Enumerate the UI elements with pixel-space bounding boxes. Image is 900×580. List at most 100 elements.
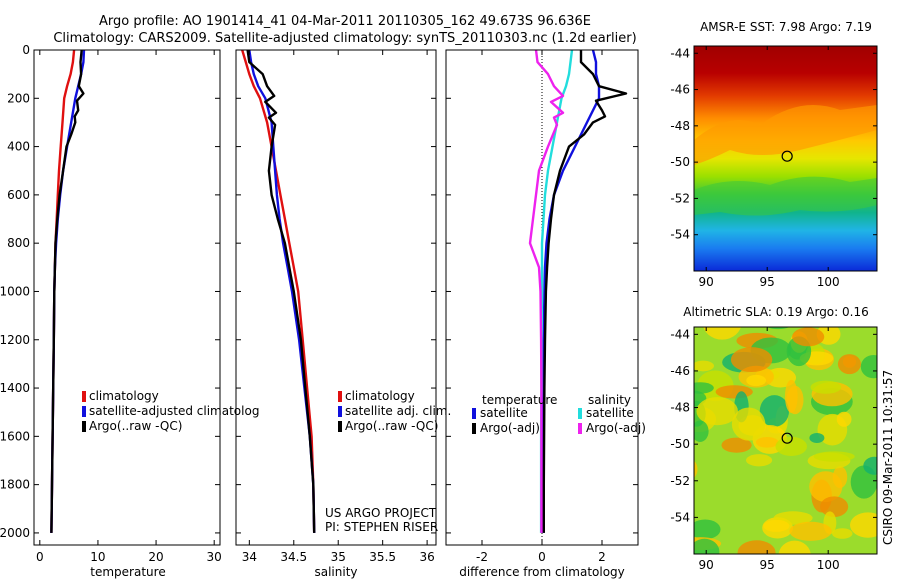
map-y-tick-label: -46 (670, 83, 690, 97)
sla-anomaly-blob (694, 460, 698, 478)
argo-float-marker (781, 432, 793, 444)
legend-swatch (82, 421, 86, 432)
series-line (248, 49, 316, 533)
series-line (528, 49, 565, 533)
map-y-tick-label: -54 (670, 510, 690, 524)
map-y-tick-label: -48 (670, 401, 690, 415)
sla-anomaly-blob (694, 519, 721, 540)
map-x-tick-label: 100 (817, 558, 840, 572)
sla-anomaly-blob (694, 420, 709, 442)
y-tick-label: 800 (7, 236, 30, 250)
sla-anomaly-blob (832, 528, 853, 539)
sla-anomaly-blob (860, 355, 877, 379)
map-y-tick-label: -48 (670, 119, 690, 133)
sla-anomaly-blob (813, 451, 855, 462)
plot-frame (235, 49, 437, 546)
sla-anomaly-blob (694, 538, 720, 554)
legend-label: satellite-adjusted climatolog (89, 404, 259, 418)
legend-swatch (578, 408, 582, 419)
map-y-tick-label: -44 (670, 46, 690, 60)
series-line (241, 49, 316, 533)
map-y-tick-label: -50 (670, 437, 690, 451)
sla-anomaly-blob (746, 374, 767, 387)
legend-label: Argo(-adj) (480, 421, 540, 435)
x-tick-label: 36 (419, 550, 434, 564)
legend-label: satellite adj. clim. (345, 404, 451, 418)
x-tick-label: -2 (476, 550, 488, 564)
side-credit: CSIRO 09-Mar-2011 10:31:57 (881, 370, 895, 545)
map-y-tick-label: -50 (670, 155, 690, 169)
y-tick-label: 0 (22, 43, 30, 57)
y-tick-label: 1800 (0, 478, 30, 492)
x-axis-label: difference from climatology (459, 565, 625, 579)
series-line (50, 49, 86, 533)
sla-anomaly-blob (766, 327, 790, 330)
sla-anomaly-blob (837, 354, 861, 375)
figure-title: Argo profile: AO 1901414_41 04-Mar-2011 … (99, 14, 591, 29)
map-y-tick-label: -46 (670, 364, 690, 378)
sst-map-field (694, 46, 877, 271)
argo-float-marker (781, 150, 793, 162)
sla-anomaly-blob (778, 540, 811, 554)
legend-swatch (472, 423, 476, 434)
y-tick-label: 1200 (0, 333, 30, 347)
plot-frame (33, 49, 221, 546)
legend-swatch (472, 408, 476, 419)
legend-group-title: temperature (482, 393, 557, 407)
y-tick-label: 200 (7, 91, 30, 105)
legend-swatch (338, 406, 342, 417)
sla-anomaly-blob (730, 347, 773, 373)
salinity-profile-panel: 34 34.5 35 35.5 36 salinity climatologysatelli… (235, 49, 451, 579)
sla-anomaly-blob (820, 496, 849, 517)
sst-map-title: AMSR-E SST: 7.98 Argo: 7.19 (700, 20, 872, 34)
sst-map-panel: AMSR-E SST: 7.98 Argo: 7.19 90 95 100 -44 -4… (670, 20, 878, 289)
y-tick-label: 400 (7, 140, 30, 154)
sla-anomaly-blob (836, 411, 852, 427)
legend-label: climatology (345, 389, 415, 403)
x-tick-label: 0 (36, 550, 44, 564)
sla-anomaly-blob (809, 432, 825, 443)
project-credit-line1: US ARGO PROJECT (325, 506, 437, 520)
project-credit-line2: PI: STEPHEN RISER (325, 520, 438, 534)
sla-anomaly-blob (792, 327, 825, 347)
legend-group-title: salinity (588, 393, 631, 407)
x-tick-label: 35.5 (369, 550, 396, 564)
map-y-tick-label: -52 (670, 474, 690, 488)
sst-map-green-band (694, 176, 877, 216)
series-line (542, 50, 628, 533)
map-y-tick-label: -44 (670, 327, 690, 341)
legend-swatch (82, 406, 86, 417)
y-tick-label: 600 (7, 188, 30, 202)
map-x-tick-label: 100 (817, 275, 840, 289)
sla-anomaly-blob (789, 521, 832, 541)
legend-label: Argo(..raw -QC) (345, 419, 438, 433)
sla-anomaly-blob (810, 380, 842, 394)
sla-anomaly-blob (731, 407, 766, 441)
sla-anomaly-blob (755, 437, 779, 448)
map-y-tick-label: -54 (670, 228, 690, 242)
sla-map-title: Altimetric SLA: 0.19 Argo: 0.16 (683, 305, 868, 319)
legend-swatch (338, 391, 342, 402)
sla-map-panel: Altimetric SLA: 0.19 Argo: 0.16 90 95 100 -… (670, 305, 878, 572)
sla-anomaly-blob (775, 436, 808, 457)
sla-anomaly-blob (784, 379, 798, 413)
sla-anomaly-blob (694, 382, 714, 394)
series-line (542, 49, 601, 533)
sla-anomaly-blob (715, 385, 753, 399)
sla-anomaly-blob (809, 471, 843, 503)
x-axis-label: temperature (90, 565, 165, 579)
x-tick-label: 0 (538, 550, 546, 564)
sla-anomaly-blob (721, 437, 752, 453)
sla-anomaly-blob (696, 397, 738, 426)
x-axis-label: salinity (314, 565, 357, 579)
legend-swatch (82, 391, 86, 402)
x-tick-label: 34 (242, 550, 257, 564)
temperature-profile-panel: 0 10 20 30 0 200 400 600 800 1000 1200 1400 1600 1800… (0, 43, 259, 579)
sla-anomaly-blob (737, 540, 776, 554)
x-tick-label: 2 (598, 550, 606, 564)
x-tick-label: 10 (90, 550, 105, 564)
series-line (246, 49, 316, 533)
legend-swatch (578, 423, 582, 434)
y-tick-label: 2000 (0, 526, 30, 540)
